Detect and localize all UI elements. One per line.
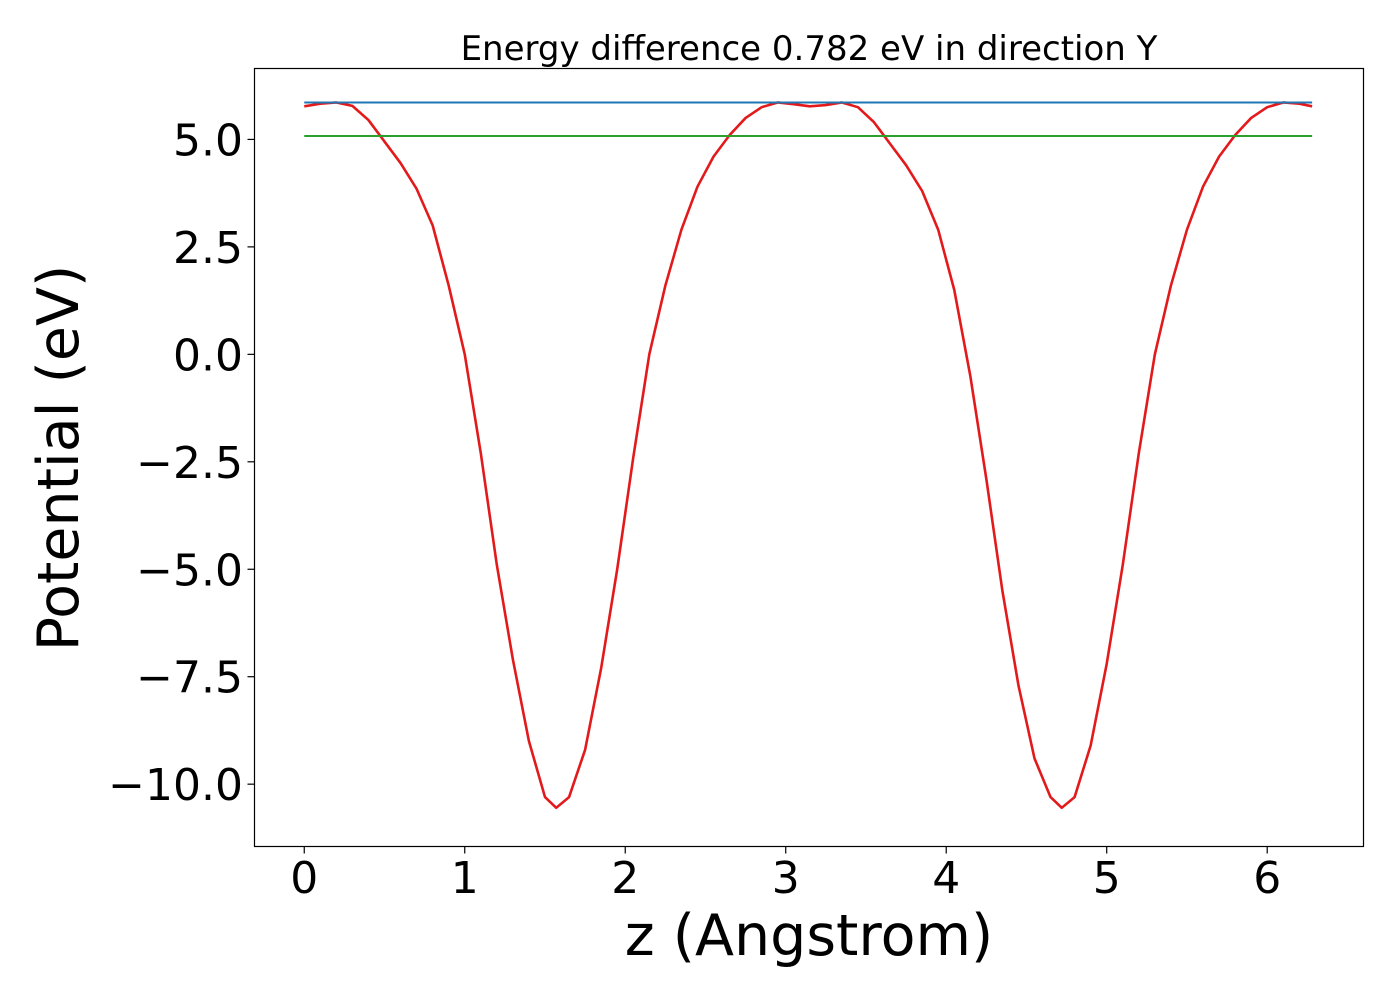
potential-curve-line — [304, 101, 1313, 810]
y-tick-label: −10.0 — [108, 760, 243, 811]
x-tick-label: 0 — [290, 853, 318, 904]
y-tick-label: 0.0 — [173, 330, 243, 381]
y-axis-ticks: 5.0 2.5 0.0 −2.5 −5.0 −7.5 −10.0 — [108, 115, 255, 811]
series-layer — [304, 101, 1313, 810]
y-axis-label: Potential (eV) — [26, 265, 92, 651]
x-tick-label: 1 — [451, 853, 479, 904]
x-tick-label: 4 — [932, 853, 960, 904]
x-axis-label: z (Angstrom) — [625, 903, 993, 969]
y-tick-label: 2.5 — [173, 223, 243, 274]
chart-title: Energy difference 0.782 eV in direction … — [461, 29, 1158, 69]
y-tick-label: 5.0 — [173, 115, 243, 166]
x-tick-label: 3 — [772, 853, 800, 904]
x-tick-label: 6 — [1253, 853, 1281, 904]
y-tick-label: −5.0 — [136, 545, 243, 596]
x-axis-ticks: 0 1 2 3 4 5 6 — [290, 846, 1281, 904]
x-tick-label: 2 — [611, 853, 639, 904]
y-tick-label: −2.5 — [136, 438, 243, 489]
plot-frame — [253, 67, 1365, 848]
x-tick-label: 5 — [1093, 853, 1121, 904]
y-tick-label: −7.5 — [136, 653, 243, 704]
